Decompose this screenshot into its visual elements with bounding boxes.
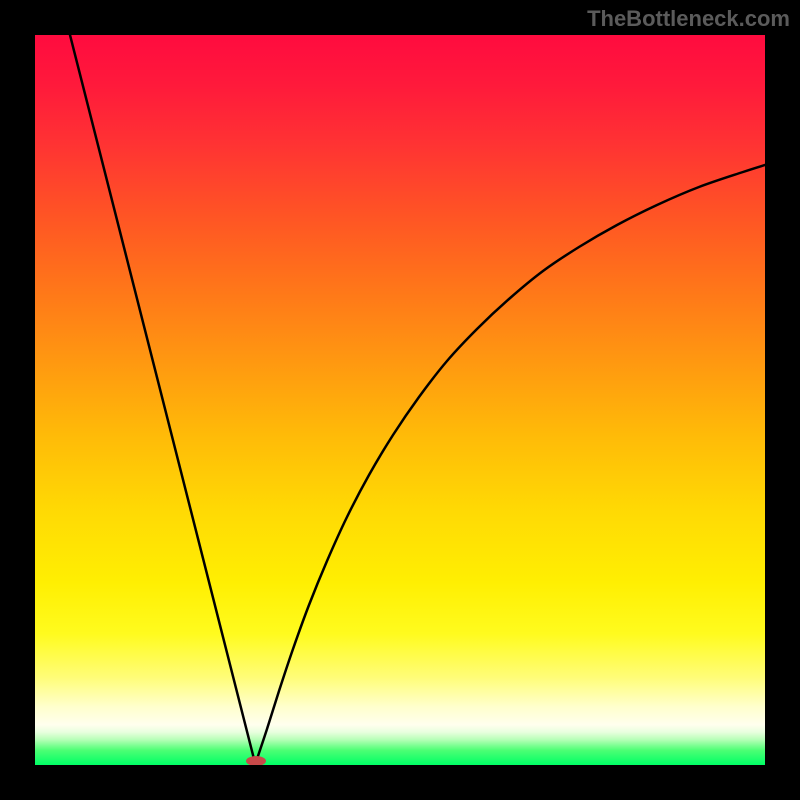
right-curve: [257, 165, 765, 759]
chart-container: { "watermark": { "text": "TheBottleneck.…: [0, 0, 800, 800]
plot-area: [35, 35, 765, 765]
watermark-text: TheBottleneck.com: [587, 6, 790, 32]
minimum-marker: [246, 756, 266, 765]
curve-layer: [35, 35, 765, 765]
left-line: [70, 35, 254, 759]
